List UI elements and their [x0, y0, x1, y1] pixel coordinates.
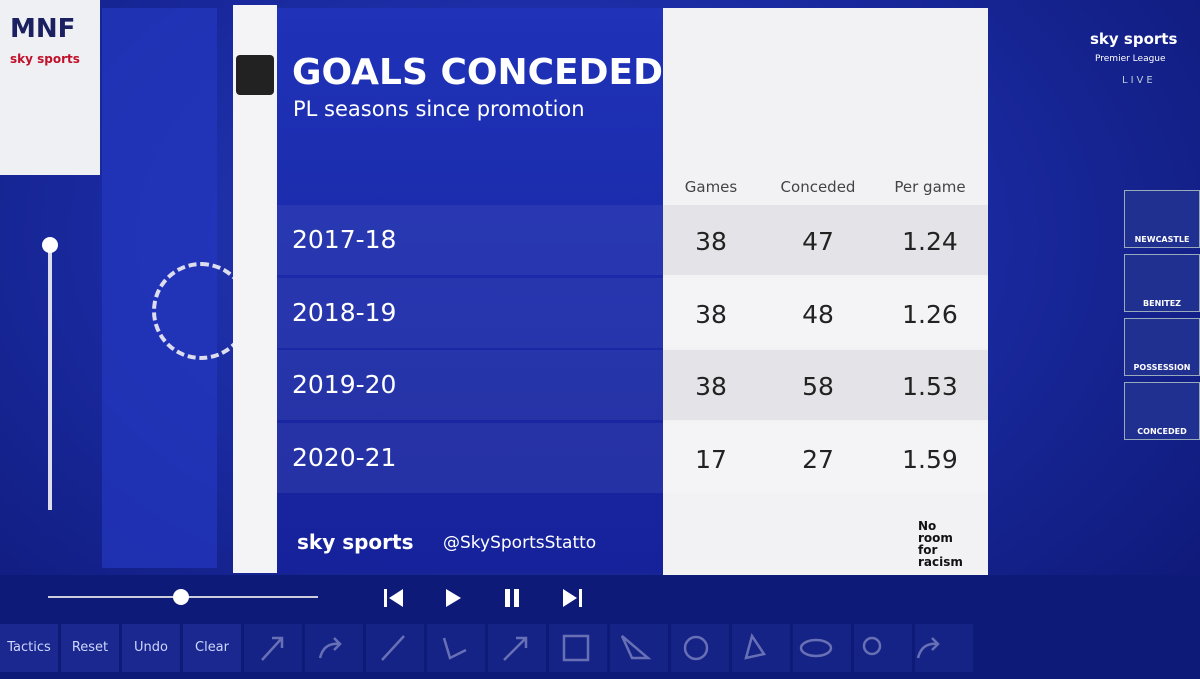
cell: 1.59	[902, 444, 958, 474]
title: GOALS CONCEDED	[292, 52, 663, 93]
thumbnail[interactable]: NEWCASTLE	[1124, 190, 1200, 248]
row-stripe	[277, 350, 988, 420]
column-header: Games	[684, 178, 738, 196]
season: 2020-21	[292, 442, 397, 472]
cell: 47	[802, 227, 834, 256]
subtitle: PL seasons since promotion	[293, 97, 585, 121]
column-header: Conceded	[780, 178, 856, 196]
cell: 38	[695, 299, 727, 329]
cell: 1.24	[902, 227, 958, 256]
bug-logo: sky sports	[1090, 30, 1178, 48]
bug-status: LIVE	[1122, 75, 1156, 86]
cell: 38	[695, 227, 727, 256]
cell: 1.53	[902, 372, 958, 401]
tool-slot[interactable]	[244, 624, 302, 672]
tool-slot[interactable]	[305, 624, 363, 672]
tool-slot[interactable]	[732, 624, 790, 672]
play-button[interactable]	[446, 589, 461, 607]
campaign: No room for racism	[918, 519, 963, 569]
brand-title: MNF	[10, 14, 76, 44]
left-stripe	[233, 5, 277, 573]
tool-button[interactable]: Clear	[183, 624, 241, 672]
season: 2019-20	[292, 370, 397, 399]
thumbnail-label: POSSESSION	[1133, 363, 1191, 372]
thumbnail[interactable]: BENITEZ	[1124, 254, 1200, 312]
bug-competition: Premier League	[1095, 54, 1166, 64]
tool-slot[interactable]	[549, 624, 607, 672]
footer-logo: sky sports	[297, 530, 414, 554]
cell: 1.26	[902, 299, 958, 329]
club-crest	[236, 55, 274, 95]
playback-controls	[384, 589, 582, 607]
tool-slot[interactable]	[488, 624, 546, 672]
prev-button[interactable]	[384, 589, 403, 607]
tool-button[interactable]: Tactics	[0, 624, 58, 672]
thumbnail[interactable]: POSSESSION	[1124, 318, 1200, 376]
column-header: Per game	[894, 178, 966, 196]
slider[interactable]	[48, 240, 52, 510]
pause-button[interactable]	[505, 589, 519, 607]
thumbnail[interactable]: CONCEDED	[1124, 382, 1200, 440]
tool-slot[interactable]	[427, 624, 485, 672]
tool-slot[interactable]	[366, 624, 424, 672]
cell: 58	[802, 372, 834, 401]
tool-button[interactable]: Undo	[122, 624, 180, 672]
footer-handle: @SkySportsStatto	[443, 533, 597, 553]
cell: 17	[695, 444, 727, 474]
brand-logo: sky sports	[10, 52, 80, 66]
tool-button[interactable]: Reset	[61, 624, 119, 672]
season: 2018-19	[292, 297, 397, 327]
thumbnail-label: BENITEZ	[1143, 299, 1181, 308]
row-stripe	[277, 422, 988, 493]
row-stripe	[277, 277, 988, 348]
row-stripe	[277, 205, 988, 275]
tool-slot[interactable]	[610, 624, 668, 672]
thumbnail-label: NEWCASTLE	[1134, 235, 1190, 244]
tool-slot[interactable]	[854, 624, 912, 672]
tool-slot[interactable]	[671, 624, 729, 672]
cell: 38	[695, 372, 727, 401]
tool-slot[interactable]	[793, 624, 851, 672]
scrub-knob[interactable]	[173, 589, 189, 605]
next-button[interactable]	[563, 589, 582, 607]
tool-slot[interactable]	[915, 624, 973, 672]
season: 2017-18	[292, 225, 397, 254]
slider-knob[interactable]	[42, 237, 58, 253]
brand-box: MNF sky sports	[0, 0, 100, 175]
cell: 27	[802, 444, 834, 474]
cell: 48	[802, 299, 834, 329]
thumbnail-label: CONCEDED	[1137, 427, 1187, 436]
